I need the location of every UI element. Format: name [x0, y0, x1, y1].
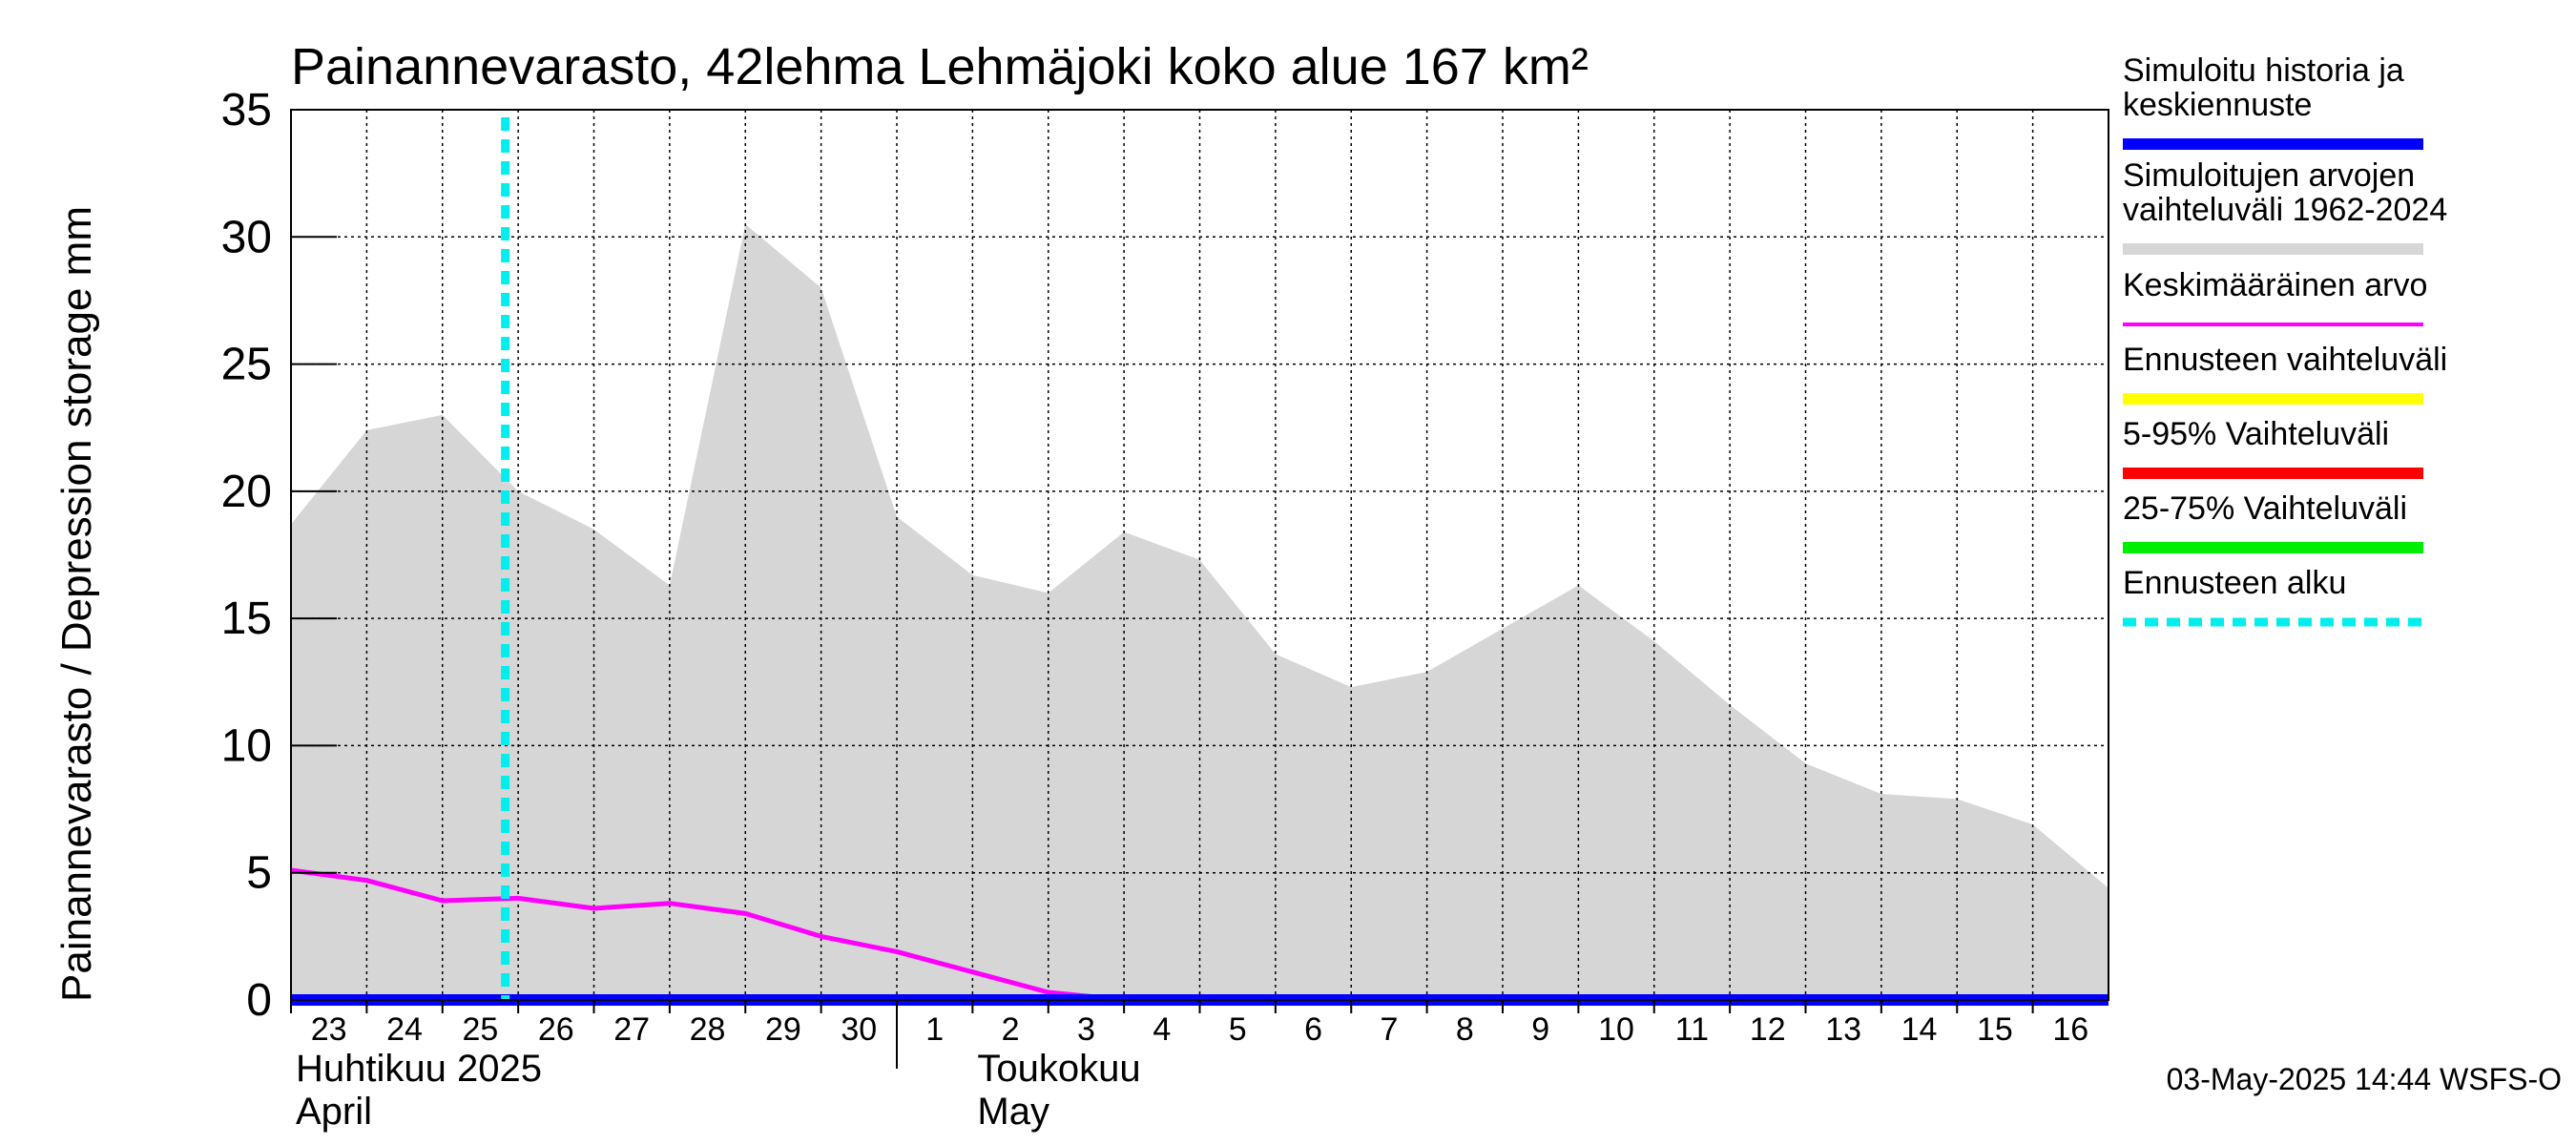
x-tick-label: 10	[1598, 1011, 1634, 1048]
x-tick-label: 6	[1304, 1011, 1322, 1048]
x-tick-label: 8	[1456, 1011, 1474, 1048]
legend-label: 25-75% Vaihteluväli	[2123, 490, 2407, 527]
x-tick-label: 28	[690, 1011, 726, 1048]
x-tick-label: 12	[1750, 1011, 1786, 1048]
y-tick-label: 15	[221, 593, 272, 644]
x-tick-label: 23	[311, 1011, 347, 1048]
month-label-en: April	[296, 1091, 372, 1133]
legend-label: Keskimääräinen arvo	[2123, 267, 2427, 303]
x-tick-label: 16	[2052, 1011, 2088, 1048]
y-axis-label: Painannevarasto / Depression storage mm	[53, 206, 100, 1002]
x-tick-label: 30	[841, 1011, 877, 1048]
x-tick-label: 1	[925, 1011, 944, 1048]
month-label-fi: Huhtikuu 2025	[296, 1048, 542, 1090]
gridlines	[291, 110, 2109, 1000]
x-tick-label: 13	[1825, 1011, 1861, 1048]
legend-label: vaihteluväli 1962-2024	[2123, 192, 2447, 228]
legend-label: 5-95% Vaihteluväli	[2123, 416, 2389, 452]
month-label-en: May	[977, 1091, 1049, 1133]
y-tick-label: 10	[221, 720, 272, 771]
y-tick-label: 0	[246, 975, 272, 1026]
legend-label: Ennusteen alku	[2123, 565, 2346, 601]
x-tick-label: 11	[1675, 1011, 1709, 1048]
legend-label: Simuloitu historia ja	[2123, 52, 2404, 89]
x-axis-ticks: 23 24 25 26 27 28 29 30 1 2 3 4 5 6 7 8 9 10 11 12 13 14 15 16	[290, 1000, 2088, 1048]
y-tick-label: 30	[221, 212, 272, 262]
x-tick-label: 25	[463, 1011, 499, 1048]
plot-area	[290, 109, 2109, 1006]
legend-label: Ennusteen vaihteluväli	[2123, 342, 2447, 378]
chart-title: Painannevarasto, 42lehma Lehmäjoki koko …	[291, 38, 1589, 95]
legend-label: Simuloitujen arvojen	[2123, 157, 2415, 194]
y-tick-label: 25	[221, 340, 272, 390]
x-tick-label: 2	[1002, 1011, 1020, 1048]
y-tick-label: 5	[246, 848, 272, 899]
x-tick-label: 3	[1077, 1011, 1095, 1048]
x-tick-label: 9	[1531, 1011, 1549, 1048]
y-axis-ticks: 0 5 10 15 20 25 30 35	[221, 85, 337, 1026]
x-tick-label: 24	[386, 1011, 423, 1048]
x-tick-label: 7	[1380, 1011, 1398, 1048]
x-tick-label: 5	[1229, 1011, 1247, 1048]
x-tick-label: 15	[1977, 1011, 2013, 1048]
timestamp-footer: 03-May-2025 14:44 WSFS-O	[2167, 1062, 2562, 1096]
y-tick-label: 20	[221, 467, 272, 517]
x-tick-label: 27	[613, 1011, 650, 1048]
x-tick-label: 29	[765, 1011, 801, 1048]
x-tick-label: 14	[1901, 1011, 1938, 1048]
month-label-fi: Toukokuu	[977, 1048, 1140, 1090]
x-tick-label: 26	[538, 1011, 574, 1048]
legend-label: keskiennuste	[2123, 87, 2312, 123]
y-tick-label: 35	[221, 85, 272, 135]
x-tick-label: 4	[1153, 1011, 1171, 1048]
